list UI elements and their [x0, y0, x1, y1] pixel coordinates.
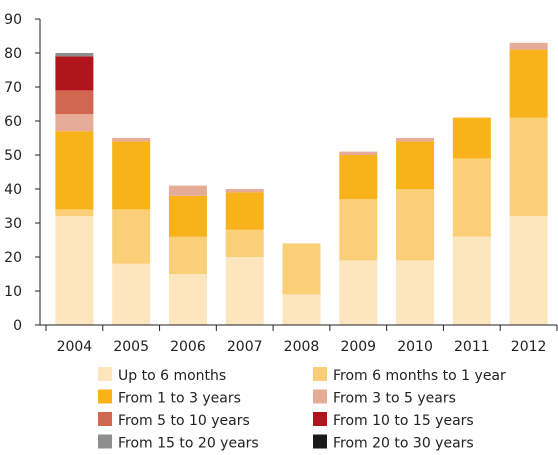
bar-segment: [452, 117, 491, 159]
bar-segment: [112, 209, 151, 264]
bar-segment: [339, 151, 378, 155]
y-tick-label: 20: [4, 250, 22, 266]
bar-segment: [339, 260, 378, 325]
bar-segment: [339, 199, 378, 261]
bar-segment: [396, 138, 435, 142]
legend: Up to 6 months From 6 months to 1 year Fro…: [98, 367, 506, 452]
bar-segment: [509, 216, 548, 325]
bar-segment: [55, 209, 94, 217]
x-tick-label: 2004: [57, 339, 93, 355]
bar-segment: [168, 236, 207, 274]
legend-swatch: [98, 389, 112, 404]
legend-swatch: [313, 434, 327, 449]
bar-segment: [339, 155, 378, 200]
bar-segment: [112, 263, 151, 325]
bar-segment: [168, 274, 207, 325]
bar-segment: [55, 114, 94, 132]
bar-segment: [55, 216, 94, 325]
x-tick-label: 2007: [227, 339, 263, 355]
bar-segment: [168, 185, 207, 196]
x-tick-label: 2009: [340, 339, 376, 355]
legend-label: From 15 to 20 years: [118, 436, 259, 452]
legend-swatch: [98, 412, 112, 426]
bar-segment: [509, 117, 548, 217]
bar-segment: [282, 294, 321, 325]
legend-swatch: [313, 412, 327, 426]
bar-segment: [55, 90, 94, 115]
x-tick-label: 2012: [511, 339, 547, 355]
y-tick-label: 50: [4, 148, 22, 164]
y-tick-label: 10: [4, 284, 22, 300]
legend-swatch: [313, 389, 327, 404]
legend-swatch: [98, 434, 112, 449]
bar-segment: [168, 195, 207, 237]
x-tick-label: 2010: [397, 339, 433, 355]
bar-segment: [396, 260, 435, 325]
x-tick-label: 2008: [284, 339, 320, 355]
y-tick-label: 30: [4, 216, 22, 232]
y-tick-label: 80: [4, 46, 22, 62]
y-tick-label: 0: [13, 318, 22, 334]
bar-segment: [225, 189, 264, 193]
x-tick-label: 2005: [113, 339, 149, 355]
y-tick-label: 90: [4, 12, 22, 28]
bar-segment: [225, 192, 264, 230]
legend-label: From 6 months to 1 year: [333, 368, 506, 384]
legend-label: From 3 to 5 years: [333, 391, 456, 407]
bar-segment: [225, 257, 264, 325]
y-tick-label: 40: [4, 182, 22, 198]
bar-segment: [55, 131, 94, 210]
legend-label: From 1 to 3 years: [118, 391, 241, 407]
bar-segment: [225, 229, 264, 257]
legend-label: From 10 to 15 years: [333, 413, 474, 429]
x-tick-label: 2006: [170, 339, 206, 355]
bar-segment: [509, 42, 548, 50]
bar-segment: [452, 158, 491, 237]
y-axis: 0 10 20 30 40 50 60 70 80 90: [4, 12, 41, 334]
bar-segment: [396, 141, 435, 189]
legend-swatch: [313, 367, 327, 381]
bar-segment: [112, 141, 151, 210]
bar-segment: [396, 189, 435, 261]
bars: [55, 42, 548, 325]
bar-segment: [112, 138, 151, 142]
x-tick-label: 2011: [454, 339, 490, 355]
bar-segment: [282, 243, 321, 295]
legend-label: From 5 to 10 years: [118, 413, 250, 429]
legend-label: Up to 6 months: [118, 368, 226, 384]
bar-segment: [55, 56, 94, 91]
y-tick-label: 60: [4, 114, 22, 130]
y-tick-label: 70: [4, 80, 22, 96]
bar-segment: [509, 49, 548, 118]
x-axis: 2004 2005 2006 2007 2008 2009 2010 2011 2012: [40, 324, 558, 355]
legend-swatch: [98, 367, 112, 381]
legend-label: From 20 to 30 years: [333, 436, 474, 452]
bar-segment: [55, 53, 94, 57]
bar-segment: [452, 236, 491, 325]
